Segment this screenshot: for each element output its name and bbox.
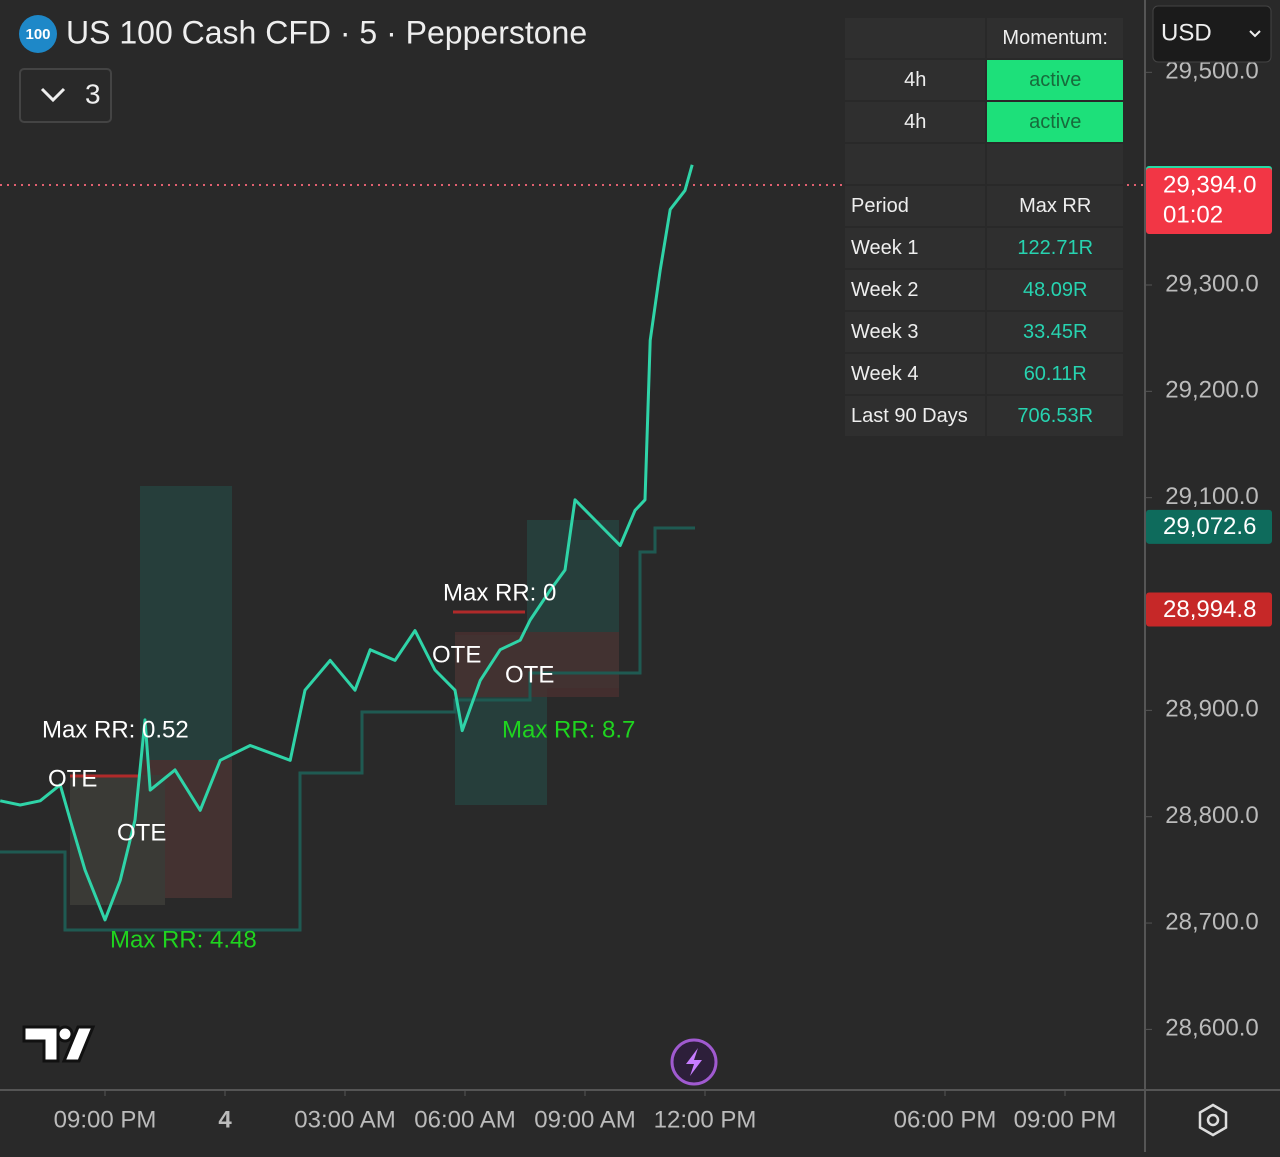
annotation: OTE	[432, 641, 481, 668]
currency-label: USD	[1161, 19, 1212, 46]
annotation: Max RR: 0	[443, 579, 556, 606]
symbol-title[interactable]: US 100 Cash CFD · 5 · Pepperstone	[66, 14, 587, 50]
table-cell: 4h	[845, 101, 987, 144]
x-tick-label: 06:00 AM	[414, 1106, 515, 1133]
lightning-icon	[686, 1048, 702, 1076]
price-tag-label: 29,394.0	[1163, 171, 1256, 198]
x-tick-label: 09:00 AM	[534, 1106, 635, 1133]
table-row	[845, 143, 1123, 186]
table-row: Last 90 Days 706.53R	[845, 395, 1123, 438]
annotation: OTE	[505, 661, 554, 688]
table-cell: Week 2	[845, 269, 987, 312]
table-cell: Week 3	[845, 311, 987, 354]
settings-icon	[1206, 1113, 1220, 1127]
indicator-toggle[interactable]	[19, 68, 112, 123]
y-tick-label: 29,200.0	[1165, 377, 1258, 404]
y-tick-label: 28,600.0	[1165, 1015, 1258, 1042]
table-cell: Max RR	[985, 185, 1123, 228]
table-cell: active	[985, 101, 1123, 144]
table-cell	[985, 143, 1123, 186]
table-cell: Week 1	[845, 227, 987, 270]
table-cell	[845, 18, 987, 60]
y-tick-label: 28,900.0	[1165, 696, 1258, 723]
table-row: Week 1 122.71R	[845, 227, 1123, 270]
annotation: Max RR: 4.48	[110, 926, 257, 953]
price-tag	[1146, 168, 1272, 235]
x-tick-label: 09:00 PM	[1014, 1106, 1117, 1133]
annotation: Max RR: 8.7	[502, 716, 635, 743]
price-tag-label: 29,072.6	[1163, 513, 1256, 540]
table-cell: 60.11R	[985, 353, 1123, 396]
table-cell	[845, 143, 987, 186]
x-tick-label: 03:00 AM	[294, 1106, 395, 1133]
zone-box	[455, 632, 619, 697]
table-row: Week 4 60.11R	[845, 353, 1123, 396]
price-path	[0, 164, 694, 922]
indicator-count: 3	[85, 78, 101, 109]
chevron	[40, 87, 66, 103]
currency-button[interactable]	[1152, 5, 1272, 63]
stats-table: Momentum: 4h active 4h active Period Max RR Wee…	[845, 18, 1123, 438]
table-cell: 4h	[845, 59, 987, 102]
x-tick-label: 4	[218, 1106, 232, 1133]
trail-line	[0, 526, 695, 932]
table-row: Week 3 33.45R	[845, 311, 1123, 354]
price-tag	[1146, 509, 1272, 544]
table-cell: Momentum:	[985, 18, 1123, 60]
table-cell: active	[985, 59, 1123, 102]
symbol-badge	[19, 15, 57, 53]
tv-logo	[22, 1025, 96, 1063]
annotation: OTE	[117, 819, 166, 846]
y-tick-label: 28,700.0	[1165, 908, 1258, 935]
annotation: OTE	[48, 765, 97, 792]
chevron	[1249, 30, 1261, 38]
table-row: 4h active	[845, 59, 1123, 102]
y-tick-label: 29,300.0	[1165, 270, 1258, 297]
table-cell: Last 90 Days	[845, 395, 987, 438]
table-cell: Period	[845, 185, 987, 228]
x-tick-label: 12:00 PM	[654, 1106, 757, 1133]
annotation: Max RR: 0.52	[42, 716, 189, 743]
price-tag	[1146, 592, 1272, 627]
table-cell: 33.45R	[985, 311, 1123, 354]
y-tick-label: 29,100.0	[1165, 483, 1258, 510]
table-row: Period Max RR	[845, 185, 1123, 228]
table-row: Week 2 48.09R	[845, 269, 1123, 312]
table-row: 4h active	[845, 101, 1123, 144]
table-cell: 122.71R	[985, 227, 1123, 270]
x-tick-label: 06:00 PM	[894, 1106, 997, 1133]
countdown: 01:02	[1163, 201, 1223, 228]
badge-text: 100	[25, 26, 50, 43]
table-row: Momentum:	[845, 18, 1123, 60]
settings-button[interactable]	[1198, 1103, 1228, 1137]
y-tick-label: 28,800.0	[1165, 802, 1258, 829]
x-tick-label: 09:00 PM	[54, 1106, 157, 1133]
price-tag-label: 28,994.8	[1163, 596, 1256, 623]
table-cell: 48.09R	[985, 269, 1123, 312]
table-cell: 706.53R	[985, 395, 1123, 438]
table-cell: Week 4	[845, 353, 987, 396]
